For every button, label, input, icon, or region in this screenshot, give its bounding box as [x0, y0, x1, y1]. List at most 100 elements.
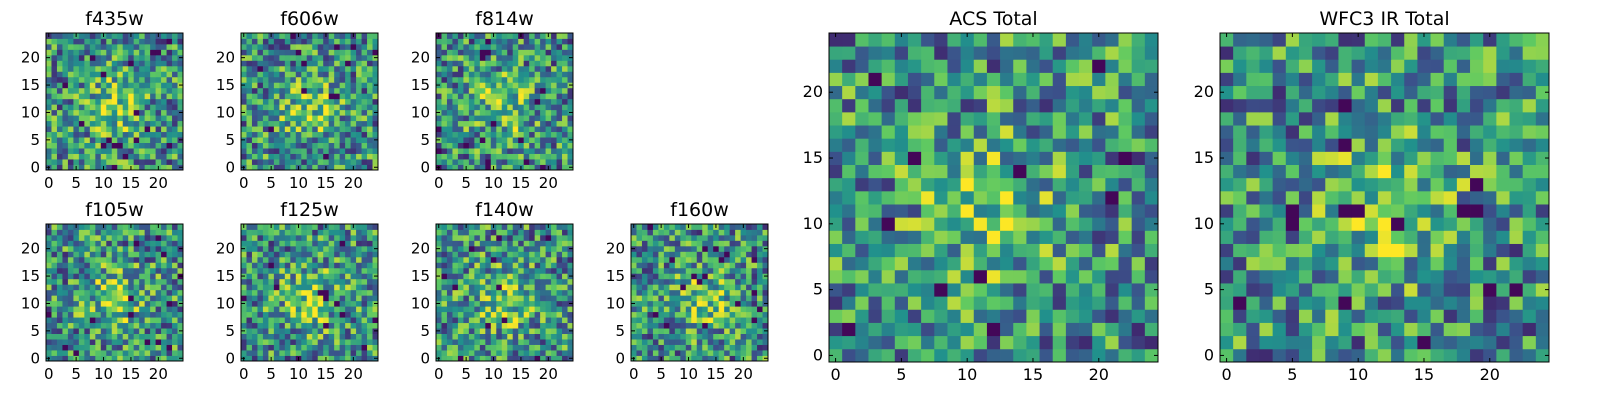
heatmap-cell: [518, 131, 525, 138]
heatmap-cell: [144, 164, 151, 171]
heatmap-cell: [95, 328, 102, 334]
panel-title: f160w: [670, 199, 729, 221]
heatmap-cell: [518, 87, 525, 94]
heatmap-cell: [485, 256, 492, 263]
heatmap-cell: [317, 344, 324, 351]
heatmap-cell: [350, 120, 357, 127]
heatmap-cell: [372, 289, 379, 296]
heatmap-cell: [95, 126, 102, 133]
heatmap-cell: [724, 229, 731, 236]
heatmap-cell: [496, 159, 503, 165]
heatmap-cell: [441, 38, 448, 45]
heatmap-cell: [757, 289, 763, 296]
heatmap-cell: [106, 251, 113, 258]
heatmap-cell: [556, 229, 563, 236]
heatmap-cell: [441, 234, 448, 241]
heatmap-cell: [534, 300, 541, 307]
heatmap-cell: [306, 267, 313, 274]
heatmap-cell: [647, 267, 654, 274]
heatmap-cell: [452, 245, 459, 252]
heatmap-cell: [323, 339, 330, 345]
x-tick-label: 10: [94, 174, 113, 192]
heatmap-cell: [339, 278, 346, 285]
heatmap-cell: [356, 234, 362, 241]
heatmap-cell: [501, 355, 508, 362]
heatmap-cell: [1118, 230, 1133, 244]
heatmap-cell: [328, 148, 335, 154]
heatmap-cell: [361, 256, 368, 263]
heatmap-cell: [350, 49, 357, 56]
heatmap-cell: [62, 328, 69, 334]
heatmap-cell: [529, 317, 536, 324]
heatmap-cell: [262, 115, 269, 122]
heatmap-cell: [479, 344, 486, 351]
heatmap-cell: [78, 126, 85, 133]
heatmap-cell: [241, 284, 247, 291]
heatmap-cell: [713, 251, 720, 258]
heatmap-cell: [1052, 335, 1067, 350]
heatmap-cell: [680, 289, 687, 296]
heatmap-cell: [868, 151, 883, 165]
heatmap-cell: [452, 234, 459, 241]
heatmap-cell: [740, 240, 747, 247]
heatmap-cell: [1079, 243, 1093, 258]
heatmap-cell: [691, 224, 698, 230]
heatmap-cell: [1144, 190, 1159, 205]
heatmap-cell: [284, 224, 291, 230]
heatmap-cell: [345, 328, 351, 334]
heatmap-cell: [246, 317, 253, 324]
heatmap-cell: [518, 256, 525, 263]
heatmap-cell: [529, 76, 536, 83]
heatmap-cell: [356, 43, 362, 50]
heatmap-cell: [150, 54, 156, 61]
heatmap-cell: [345, 267, 351, 274]
heatmap-cell: [674, 317, 681, 324]
heatmap-cell: [356, 76, 362, 83]
heatmap-cell: [172, 284, 178, 291]
heatmap-cell: [46, 76, 52, 83]
heatmap-cell: [1013, 204, 1027, 218]
heatmap-cell: [251, 137, 258, 143]
heatmap-cell: [128, 300, 135, 307]
heatmap-cell: [306, 131, 313, 138]
heatmap-cell: [323, 317, 330, 324]
heatmap-cell: [468, 142, 475, 149]
heatmap-cell: [290, 317, 297, 324]
heatmap-cell: [512, 306, 519, 313]
heatmap-cell: [268, 54, 275, 61]
heatmap-cell: [172, 245, 178, 252]
heatmap-cell: [436, 49, 442, 56]
heatmap-cell: [345, 333, 351, 340]
heatmap-cell: [507, 142, 514, 149]
x-tick-label: 5: [266, 174, 276, 192]
heatmap-cell: [707, 333, 714, 340]
heatmap-cell: [328, 224, 335, 230]
heatmap-cell: [674, 333, 681, 340]
heatmap-cell: [62, 333, 69, 340]
heatmap-cell: [463, 229, 470, 236]
heatmap-cell: [111, 328, 118, 334]
heatmap-cell: [496, 355, 503, 362]
heatmap-cell: [56, 54, 63, 61]
heatmap-cell: [534, 159, 541, 165]
heatmap-cell: [551, 306, 557, 313]
heatmap-cell: [507, 43, 514, 50]
heatmap-cell: [685, 289, 692, 296]
heatmap-cell: [829, 151, 843, 165]
heatmap-cell: [545, 148, 552, 154]
heatmap-cell: [707, 267, 714, 274]
heatmap-cell: [139, 49, 146, 56]
heatmap-cell: [284, 38, 291, 45]
heatmap-cell: [545, 126, 552, 133]
heatmap-cell: [166, 295, 173, 302]
heatmap-cell: [641, 224, 648, 230]
heatmap-cell: [67, 49, 74, 56]
heatmap-cell: [534, 49, 541, 56]
heatmap-cell: [452, 93, 459, 100]
heatmap-cell: [556, 350, 563, 356]
heatmap-cell: [279, 278, 286, 285]
heatmap-cell: [452, 159, 459, 165]
heatmap-cell: [1092, 269, 1106, 284]
heatmap-cell: [251, 344, 258, 351]
heatmap-cell: [729, 229, 736, 236]
